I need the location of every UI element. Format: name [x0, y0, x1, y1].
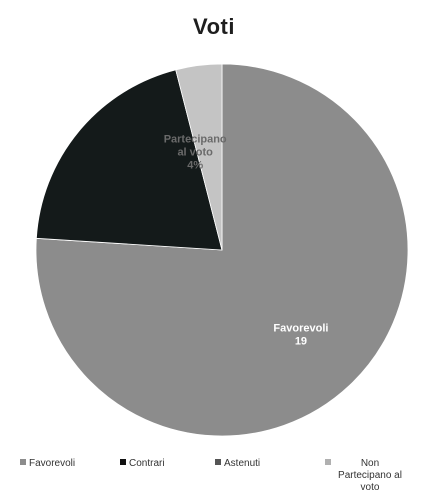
- slice-label-non-0: Partecipano: [164, 133, 227, 145]
- legend-swatch-astenuti: [215, 459, 221, 465]
- legend-label-favorevoli: Favorevoli: [29, 458, 76, 469]
- legend-swatch-non-partecipano: [325, 459, 331, 465]
- slice-label-favorevoli-1: 19: [295, 336, 307, 348]
- legend-label-astenuti: Astenuti: [224, 458, 261, 469]
- legend-swatch-favorevoli: [20, 459, 26, 465]
- legend-entry-astenuti: Astenuti: [215, 458, 260, 470]
- chart-title: Voti: [193, 14, 235, 39]
- legend-swatch-contrari: [120, 459, 126, 465]
- pie-slices: [35, 63, 409, 437]
- slice-label-non-2: 4%: [187, 159, 203, 171]
- pie-slice-non: [175, 63, 223, 251]
- chart-legend: Favorevoli Contrari Astenuti Non Parteci…: [0, 458, 428, 494]
- legend-entry-contrari: Contrari: [120, 458, 165, 470]
- legend-entry-favorevoli: Favorevoli: [20, 458, 75, 470]
- slice-label-non-1: al voto: [177, 146, 213, 158]
- legend-entry-non-partecipano: Non Partecipano al voto: [325, 458, 406, 494]
- legend-label-contrari: Contrari: [129, 458, 165, 469]
- slice-label-favorevoli-0: Favorevoli: [273, 323, 328, 335]
- pie-slice-astenuti: [35, 69, 223, 251]
- legend-label-non-partecipano: Non Partecipano al voto: [338, 458, 402, 493]
